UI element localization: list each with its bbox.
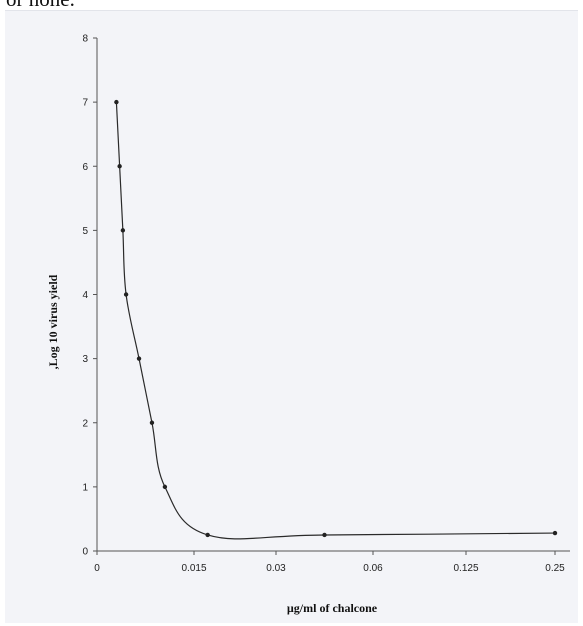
data-point	[149, 420, 155, 425]
data-point	[162, 484, 168, 490]
data-point	[114, 99, 119, 105]
y-tick-label: 4	[82, 290, 88, 301]
x-tick-label: 0	[94, 563, 100, 574]
y-tick-label: 5	[82, 226, 88, 237]
y-tick-label: 7	[82, 98, 88, 109]
y-tick-label: 1	[82, 482, 88, 493]
data-point	[552, 530, 558, 536]
y-axis-title: ,Log 10 virus yield	[46, 274, 60, 369]
x-tick-label: 0.015	[181, 563, 206, 574]
y-tick-label: 6	[82, 162, 88, 173]
y-tick-label: 2	[82, 418, 88, 429]
data-series	[114, 99, 558, 540]
axes	[93, 37, 570, 555]
data-point	[117, 164, 122, 169]
data-point	[136, 356, 142, 361]
y-tick-label: 8	[82, 34, 88, 45]
y-tick-label: 0	[82, 547, 88, 558]
cropped-top-text: or none.	[6, 0, 75, 12]
tick-labels: 0 1 2 3 4 5 6 7 8 0 0.015 0.03 0.06 0.125 0.25	[82, 34, 565, 575]
x-tick-label: 0.125	[453, 563, 478, 574]
x-tick-label: 0.25	[545, 563, 565, 574]
data-point	[123, 292, 129, 297]
scanned-figure-background	[5, 10, 578, 623]
data-point	[322, 532, 327, 538]
x-axis-title: µg/ml of chalcone	[287, 601, 378, 615]
x-tick-label: 0.03	[266, 563, 286, 574]
series-line	[115, 102, 556, 540]
x-tick-label: 0.06	[363, 563, 383, 574]
data-point	[120, 228, 126, 233]
data-point	[205, 532, 210, 538]
y-tick-label: 3	[82, 354, 88, 365]
